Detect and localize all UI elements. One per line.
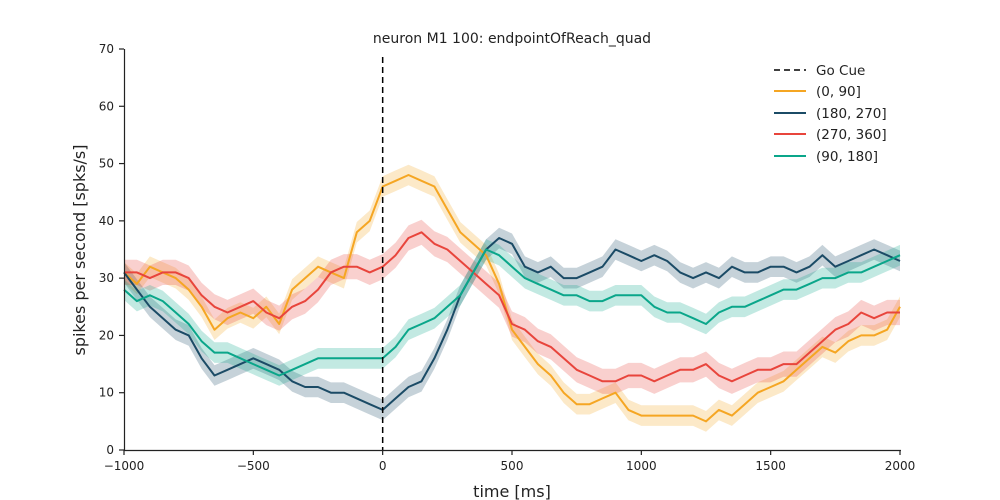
y-tick-label: 50 xyxy=(99,157,114,171)
legend-label-series-3: (90, 180] xyxy=(816,149,878,165)
legend-label-series-2: (270, 360] xyxy=(816,127,887,143)
x-tick-label: 500 xyxy=(501,459,524,473)
y-tick-label: 10 xyxy=(99,386,114,400)
x-ticks: −1000 −500 0 500 1000 1500 2000 xyxy=(104,450,916,473)
series-lines xyxy=(123,174,901,423)
line-series-2 xyxy=(124,231,900,383)
band-series-1 xyxy=(124,227,900,421)
y-tick-label: 20 xyxy=(99,328,114,342)
y-tick-label: 0 xyxy=(106,443,114,457)
band-series-2 xyxy=(124,219,900,394)
x-tick-label: 1000 xyxy=(626,459,657,473)
line-series-1 xyxy=(123,237,901,411)
y-axis-title: spikes per second [spks/s] xyxy=(70,144,89,355)
x-tick-label: −500 xyxy=(237,459,270,473)
legend-label-series-0: (0, 90] xyxy=(816,84,861,100)
line-series-0 xyxy=(123,174,901,423)
legend-label-series-1: (180, 270] xyxy=(816,106,887,122)
y-ticks: 0 10 20 30 40 50 60 70 xyxy=(99,42,124,457)
legend-go-cue-label: Go Cue xyxy=(816,63,865,79)
band-series-3 xyxy=(124,239,900,386)
y-tick-label: 40 xyxy=(99,214,114,228)
y-tick-label: 60 xyxy=(99,99,114,113)
x-tick-label: −1000 xyxy=(104,459,145,473)
x-axis-title: time [ms] xyxy=(473,482,551,500)
line-series-3 xyxy=(123,248,901,377)
chart-title: neuron M1 100: endpointOfReach_quad xyxy=(373,31,651,47)
confidence-bands xyxy=(124,164,900,432)
x-tick-label: 1500 xyxy=(755,459,786,473)
legend: Go Cue (0, 90] (180, 270] (270, 360] (90… xyxy=(774,63,887,165)
y-tick-label: 30 xyxy=(99,271,114,285)
x-tick-label: 2000 xyxy=(885,459,916,473)
x-tick-label: 0 xyxy=(379,459,387,473)
y-tick-label: 70 xyxy=(99,42,114,56)
